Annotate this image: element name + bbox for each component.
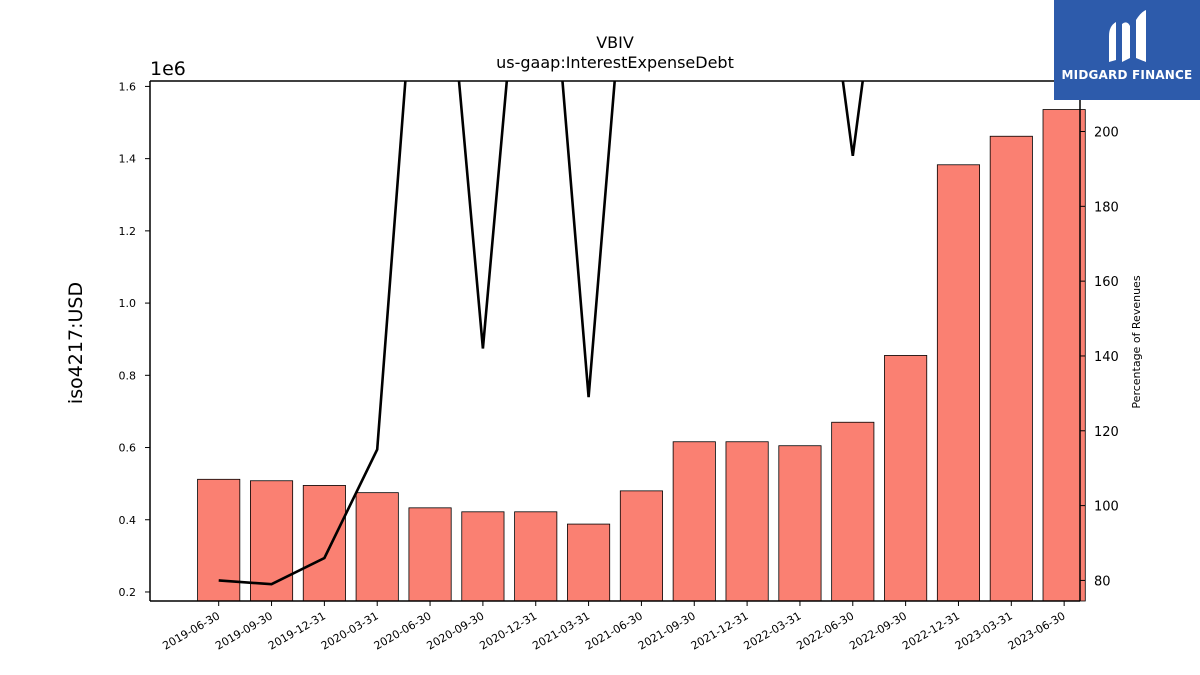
bar [989,135,1033,602]
bar [408,507,452,602]
x-tick-label: 2019-09-30 [213,609,275,652]
logo-text: MIDGARD FINANCE [1061,68,1193,82]
x-tick-label: 2021-06-30 [583,609,645,652]
bar [778,445,822,602]
x-tick-label: 2021-12-31 [689,609,751,652]
bar [567,523,611,602]
bar [1042,109,1086,602]
x-tick-label: 2023-03-31 [953,609,1015,652]
x-tick-label: 2020-09-30 [425,609,487,652]
y2-tick-label: 80 [1094,574,1111,589]
series-line [218,81,865,586]
y-tick-label: 0.4 [119,514,137,527]
x-tick-label: 2022-12-31 [900,609,962,652]
bar [249,480,294,602]
y2-tick-label: 120 [1094,425,1119,440]
y-tick-label: 0.6 [119,442,137,455]
y2-axis-label: Percentage of Revenues [1130,275,1143,408]
y-axis-label: iso4217:USD [65,282,87,404]
y2-tick-label: 160 [1094,275,1119,290]
y-tick-label: 0.2 [119,586,137,599]
midgard-m-icon [1109,10,1146,62]
chart-subtitle: us-gaap:InterestExpenseDebt [496,53,734,72]
x-tick-label: 2020-12-31 [477,609,539,652]
x-tick-label: 2020-06-30 [372,609,434,652]
x-tick-label: 2019-12-31 [266,609,328,652]
y2-tick-label: 140 [1094,350,1119,365]
logo: MIDGARD FINANCE [1054,0,1200,100]
bar [725,441,769,602]
bar [619,490,663,602]
y2-tick-label: 100 [1094,500,1119,515]
y2-tick-label: 180 [1094,200,1119,215]
y-multiplier-label: 1e6 [150,58,186,80]
x-tick-label: 2022-09-30 [847,609,909,652]
x-tick-label: 2021-03-31 [530,609,592,652]
y-tick-label: 0.8 [119,369,137,382]
x-tick-label: 2022-06-30 [794,609,856,652]
bar [355,492,399,602]
bar [672,441,716,602]
y-tick-label: 1.6 [119,80,137,93]
x-tick-label: 2021-09-30 [636,609,698,652]
bar [831,421,875,602]
y2-tick-label: 200 [1094,126,1119,141]
y-tick-label: 1.0 [119,297,137,310]
bar [884,355,928,602]
chart-title: VBIV [596,33,634,52]
y-tick-label: 1.4 [119,153,137,166]
bar [302,485,346,602]
x-tick-label: 2022-03-31 [742,609,804,652]
x-tick-label: 2019-06-30 [160,609,222,652]
bar [936,164,981,602]
bar [514,511,558,602]
y-tick-label: 1.2 [119,225,137,238]
x-tick-label: 2020-03-31 [319,609,381,652]
bar [461,511,505,602]
x-tick-label: 2023-06-30 [1006,609,1068,652]
